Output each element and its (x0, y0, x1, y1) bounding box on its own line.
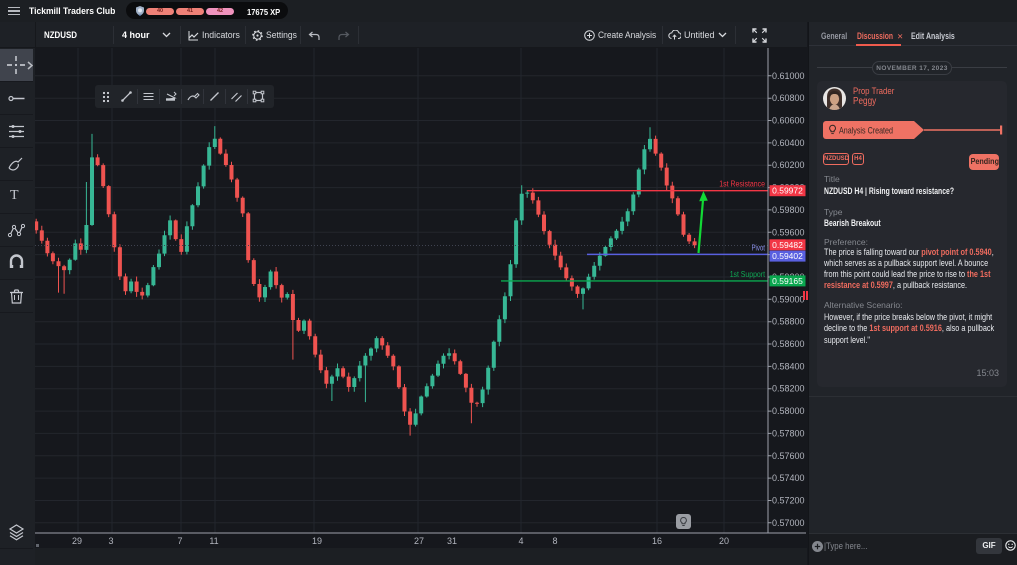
svg-text:1st Resistance: 1st Resistance (719, 180, 765, 189)
svg-text:0.57000: 0.57000 (772, 518, 805, 528)
svg-text:7: 7 (177, 536, 182, 546)
svg-text:Analysis Created: Analysis Created (839, 126, 893, 136)
svg-text:0.60400: 0.60400 (772, 138, 805, 148)
svg-text:8: 8 (552, 536, 557, 546)
svg-text:0.59165: 0.59165 (772, 276, 803, 286)
svg-text:0.59600: 0.59600 (772, 227, 805, 237)
svg-text:0.60200: 0.60200 (772, 160, 805, 170)
svg-text:0.60800: 0.60800 (772, 93, 805, 103)
svg-text:3: 3 (108, 536, 113, 546)
svg-text:29: 29 (72, 536, 82, 546)
svg-text:16: 16 (652, 536, 662, 546)
svg-text:0.58400: 0.58400 (772, 361, 805, 371)
svg-text:Pivot: Pivot (752, 244, 766, 253)
svg-text:0.57200: 0.57200 (772, 496, 805, 506)
svg-text:0.58200: 0.58200 (772, 384, 805, 394)
svg-text:0.59000: 0.59000 (772, 294, 805, 304)
svg-text:11: 11 (209, 536, 218, 546)
svg-text:27: 27 (414, 536, 424, 546)
svg-text:0.60600: 0.60600 (772, 116, 805, 126)
svg-text:0.58800: 0.58800 (772, 317, 805, 327)
svg-text:4: 4 (518, 536, 523, 546)
svg-text:0.58600: 0.58600 (772, 339, 805, 349)
svg-text:1st Support: 1st Support (730, 270, 766, 279)
svg-text:0.58000: 0.58000 (772, 406, 805, 416)
svg-text:0.57600: 0.57600 (772, 451, 805, 461)
svg-text:19: 19 (312, 536, 322, 546)
svg-text:0.59402: 0.59402 (772, 251, 803, 261)
svg-text:20: 20 (719, 536, 729, 546)
svg-text:31: 31 (447, 536, 457, 546)
svg-text:0.59972: 0.59972 (772, 186, 803, 196)
svg-text:0.61000: 0.61000 (772, 71, 805, 81)
svg-text:0.57400: 0.57400 (772, 473, 805, 483)
svg-text:0.59800: 0.59800 (772, 205, 805, 215)
svg-text:0.59482: 0.59482 (772, 240, 803, 250)
svg-text:0.57800: 0.57800 (772, 428, 805, 438)
